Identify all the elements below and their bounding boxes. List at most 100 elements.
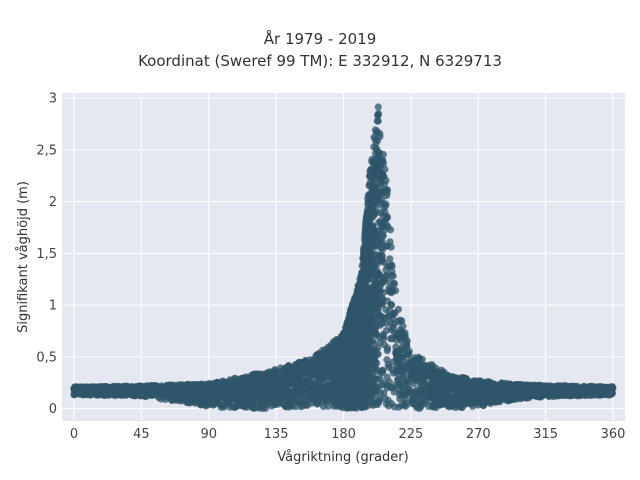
data-point [317, 383, 325, 391]
data-point [367, 248, 375, 256]
data-point [348, 397, 356, 405]
data-point [306, 356, 314, 364]
data-point [226, 388, 234, 396]
data-point [383, 347, 391, 355]
data-point [365, 215, 373, 223]
data-point [426, 363, 434, 371]
data-point [300, 359, 308, 367]
data-point [157, 395, 165, 403]
data-point [355, 393, 364, 401]
data-point [320, 362, 328, 371]
data-point [281, 379, 289, 387]
chart-title-line-1: År 1979 - 2019 [263, 30, 377, 48]
data-point [347, 378, 355, 386]
data-point [408, 370, 416, 378]
data-point [383, 356, 391, 364]
data-point [372, 305, 380, 314]
data-point [380, 277, 388, 285]
data-point [359, 358, 367, 367]
data-point [377, 157, 385, 165]
data-point [374, 103, 382, 111]
data-point [376, 339, 384, 347]
data-point [437, 366, 445, 374]
data-point [376, 375, 384, 383]
data-point [403, 337, 411, 345]
data-point [425, 386, 433, 394]
data-point [323, 392, 331, 400]
data-point [365, 339, 373, 347]
data-point [217, 403, 225, 411]
data-point [371, 156, 379, 164]
data-point [330, 380, 338, 388]
data-point [374, 350, 382, 358]
data-point [375, 149, 383, 157]
data-point [381, 208, 389, 216]
data-point [386, 255, 394, 263]
data-point [397, 401, 405, 409]
chart-title: År 1979 - 2019 Koordinat (Sweref 99 TM):… [0, 28, 640, 72]
data-point [341, 340, 349, 349]
data-point [390, 329, 398, 337]
data-point [474, 401, 482, 409]
data-point [345, 314, 353, 322]
data-point [268, 390, 276, 398]
data-point [375, 311, 383, 319]
data-point [390, 279, 398, 287]
data-point [379, 232, 387, 240]
data-point [382, 400, 390, 408]
data-point [302, 377, 310, 385]
data-point [276, 364, 284, 372]
data-point [379, 172, 387, 180]
data-point [306, 394, 314, 402]
data-point [337, 403, 345, 411]
data-point [370, 327, 378, 335]
data-point [215, 394, 223, 402]
data-point [352, 328, 360, 336]
data-point [346, 362, 355, 370]
data-point [382, 215, 390, 223]
data-point [375, 283, 384, 291]
data-point [371, 166, 379, 174]
data-point [336, 387, 344, 395]
data-point [372, 295, 380, 303]
data-point [313, 391, 321, 400]
data-point [372, 242, 380, 250]
data-point [401, 379, 409, 387]
data-point [370, 226, 379, 234]
data-point [341, 327, 349, 336]
data-point [298, 368, 306, 376]
data-point [478, 395, 487, 403]
data-point [332, 371, 340, 379]
data-point [326, 386, 334, 394]
data-point [352, 383, 360, 391]
data-point [418, 355, 426, 363]
data-point [361, 384, 369, 392]
data-point [368, 386, 376, 394]
data-point [395, 381, 403, 389]
data-point [384, 223, 392, 231]
data-point [357, 353, 365, 361]
data-point [351, 321, 359, 330]
data-point [369, 236, 377, 244]
data-point [387, 319, 395, 327]
data-point [372, 270, 380, 278]
data-point [362, 262, 371, 270]
data-point [297, 391, 305, 399]
data-point [337, 335, 345, 343]
data-point [393, 352, 401, 361]
data-point [323, 397, 331, 405]
data-point [400, 348, 408, 356]
data-point [263, 370, 271, 378]
data-point [295, 398, 303, 406]
data-point [378, 238, 386, 246]
data-point [364, 347, 372, 355]
data-point [408, 396, 416, 404]
chart-title-line-2: Koordinat (Sweref 99 TM): E 332912, N 63… [138, 52, 502, 70]
data-point [369, 374, 377, 382]
data-point [331, 400, 339, 408]
data-point [386, 335, 395, 343]
data-point [368, 314, 376, 323]
data-point [186, 399, 194, 407]
data-points [70, 103, 617, 412]
